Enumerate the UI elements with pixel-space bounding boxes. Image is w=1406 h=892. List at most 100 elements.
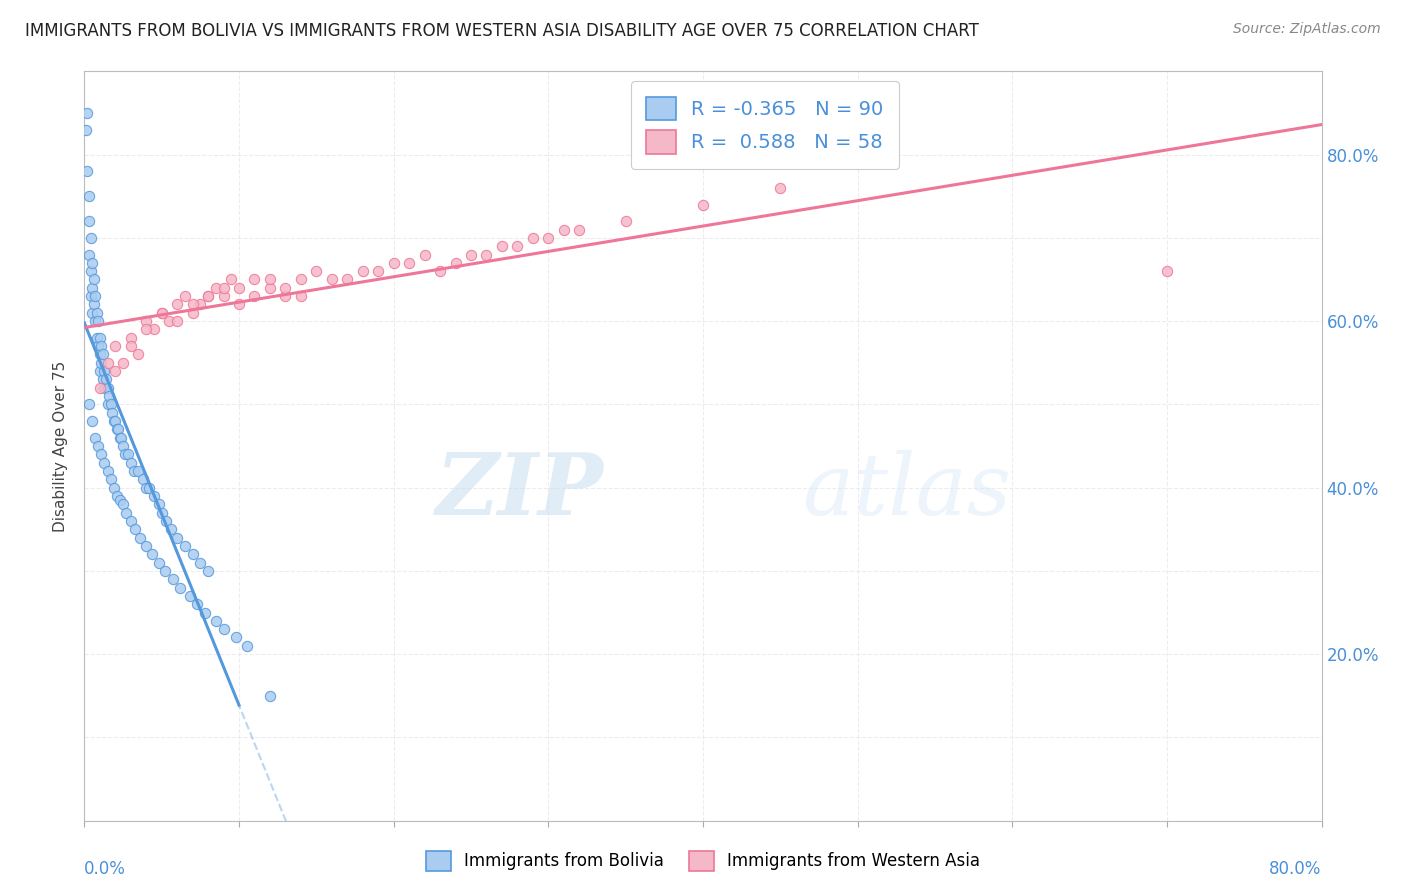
Point: [98, 389, 121, 403]
Point: [122, 464, 145, 478]
Point: [83, 272, 105, 286]
Point: [83, 297, 105, 311]
Point: [522, 231, 544, 245]
Point: [274, 281, 297, 295]
Point: [104, 339, 127, 353]
Point: [94, 372, 117, 386]
Point: [135, 314, 157, 328]
Point: [153, 564, 176, 578]
Point: [127, 464, 149, 478]
Legend: Immigrants from Bolivia, Immigrants from Western Asia: Immigrants from Bolivia, Immigrants from…: [418, 842, 988, 880]
Point: [336, 272, 359, 286]
Point: [108, 431, 131, 445]
Point: [290, 272, 312, 286]
Point: [141, 547, 163, 561]
Point: [93, 456, 115, 470]
Point: [305, 264, 328, 278]
Point: [79, 289, 101, 303]
Point: [87, 439, 110, 453]
Point: [181, 297, 204, 311]
Point: [124, 522, 146, 536]
Text: ZIP: ZIP: [436, 450, 605, 533]
Point: [194, 606, 217, 620]
Point: [212, 622, 235, 636]
Point: [114, 447, 136, 461]
Point: [160, 522, 183, 536]
Point: [96, 381, 118, 395]
Point: [143, 489, 166, 503]
Point: [148, 556, 170, 570]
Point: [96, 397, 118, 411]
Point: [259, 689, 281, 703]
Point: [89, 331, 111, 345]
Point: [87, 314, 110, 328]
Point: [135, 481, 157, 495]
Point: [259, 281, 281, 295]
Point: [159, 314, 180, 328]
Point: [174, 289, 197, 303]
Point: [197, 289, 219, 303]
Point: [382, 256, 405, 270]
Point: [259, 272, 281, 286]
Point: [90, 356, 112, 370]
Point: [169, 581, 191, 595]
Point: [90, 339, 112, 353]
Point: [155, 514, 177, 528]
Point: [188, 556, 212, 570]
Point: [103, 414, 125, 428]
Point: [107, 422, 129, 436]
Point: [96, 356, 118, 370]
Point: [150, 306, 173, 320]
Point: [197, 289, 219, 303]
Point: [228, 281, 250, 295]
Point: [150, 306, 173, 320]
Point: [290, 289, 312, 303]
Point: [82, 414, 104, 428]
Point: [186, 597, 208, 611]
Point: [1156, 264, 1178, 278]
Text: 0.0%: 0.0%: [84, 860, 127, 878]
Point: [568, 222, 591, 236]
Point: [84, 314, 107, 328]
Point: [352, 264, 374, 278]
Point: [120, 331, 142, 345]
Point: [205, 281, 228, 295]
Point: [132, 472, 155, 486]
Point: [89, 347, 111, 361]
Point: [112, 439, 135, 453]
Point: [76, 164, 98, 178]
Point: [228, 297, 250, 311]
Point: [82, 281, 104, 295]
Point: [221, 272, 243, 286]
Point: [205, 614, 228, 628]
Point: [96, 464, 118, 478]
Point: [274, 289, 297, 303]
Point: [166, 297, 188, 311]
Point: [212, 281, 235, 295]
Point: [120, 514, 142, 528]
Point: [108, 493, 131, 508]
Point: [135, 539, 157, 553]
Point: [367, 264, 389, 278]
Point: [614, 214, 637, 228]
Y-axis label: Disability Age Over 75: Disability Age Over 75: [53, 360, 69, 532]
Point: [429, 264, 451, 278]
Point: [77, 214, 100, 228]
Point: [112, 356, 135, 370]
Point: [460, 247, 482, 261]
Point: [692, 197, 714, 211]
Text: 80.0%: 80.0%: [1270, 860, 1322, 878]
Point: [150, 506, 173, 520]
Point: [444, 256, 467, 270]
Point: [84, 431, 107, 445]
Point: [225, 631, 247, 645]
Point: [84, 289, 107, 303]
Point: [162, 572, 184, 586]
Point: [197, 564, 219, 578]
Point: [75, 122, 97, 136]
Point: [506, 239, 529, 253]
Point: [105, 489, 128, 503]
Point: [553, 222, 575, 236]
Point: [475, 247, 498, 261]
Point: [181, 306, 204, 320]
